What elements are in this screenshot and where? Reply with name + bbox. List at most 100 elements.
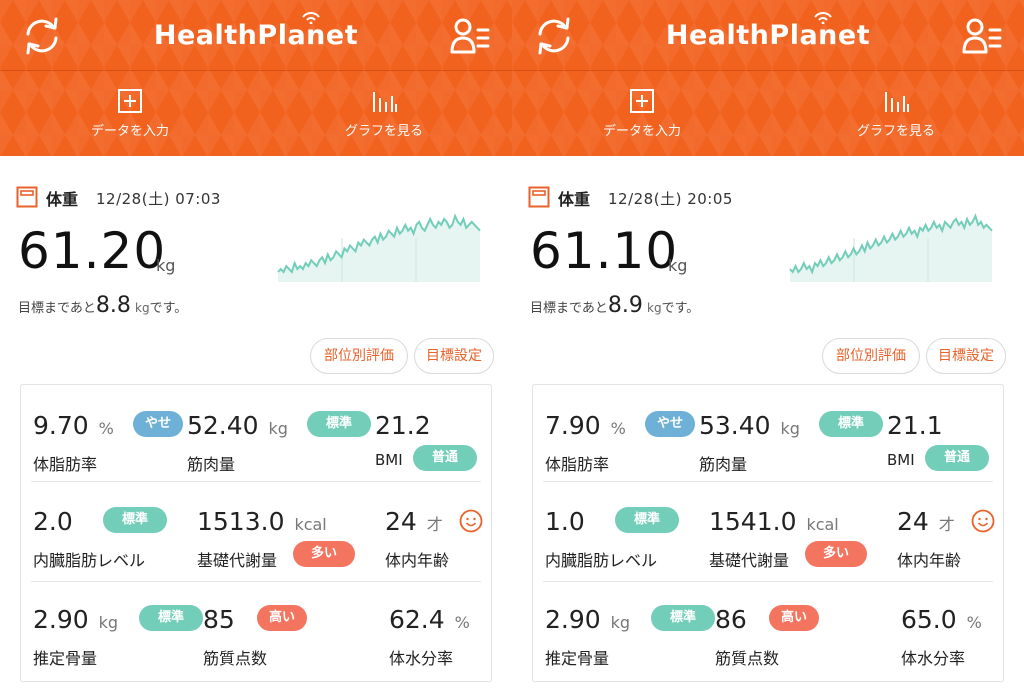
muscle-mass-unit: kg bbox=[268, 419, 288, 438]
body-part-eval-button[interactable]: 部位別評価 bbox=[822, 338, 920, 374]
row-divider bbox=[31, 481, 481, 482]
body-fat-badge: やせ bbox=[133, 411, 183, 437]
goal-unit: kg bbox=[647, 301, 662, 315]
muscle-quality-label: 筋質点数 bbox=[203, 649, 268, 668]
muscle-quality-cell[interactable]: 86 筋質点数 高い bbox=[715, 605, 875, 685]
bmi-cell[interactable]: 21.2 BMI 普通 bbox=[375, 411, 485, 491]
refresh-icon[interactable] bbox=[20, 14, 64, 58]
app-title: HealthPlanet bbox=[665, 20, 871, 51]
body-age-value: 24 才 bbox=[897, 507, 955, 536]
scale-icon bbox=[528, 186, 550, 208]
bmr-label: 基礎代謝量 bbox=[709, 551, 790, 570]
trend-area bbox=[278, 216, 480, 282]
body-water-number: 65.0 bbox=[901, 605, 957, 634]
user-menu-icon[interactable] bbox=[448, 14, 492, 58]
body-water-number: 62.4 bbox=[389, 605, 445, 634]
bmi-label: BMI bbox=[375, 451, 403, 469]
muscle-quality-value: 86 bbox=[715, 605, 747, 634]
view-graph-button[interactable]: グラフを見る bbox=[304, 86, 464, 146]
bmi-badge: 普通 bbox=[413, 445, 477, 471]
muscle-mass-label: 筋肉量 bbox=[187, 455, 236, 474]
wifi-logo-icon bbox=[814, 12, 832, 24]
row-divider bbox=[543, 581, 993, 582]
muscle-mass-badge: 標準 bbox=[819, 411, 883, 437]
body-fat-unit: % bbox=[610, 419, 626, 438]
plus-box-icon bbox=[118, 89, 142, 113]
bmi-value: 21.2 bbox=[375, 411, 431, 440]
muscle-mass-number: 52.40 bbox=[187, 411, 259, 440]
weight-value: 61.20 bbox=[18, 222, 167, 280]
body-composition-card: 7.90 % 体脂肪率 やせ 53.40 kg 筋肉量 標準 21.1 BMI … bbox=[532, 384, 1004, 682]
goal-remaining-value: 8.9 bbox=[607, 293, 643, 318]
visceral-fat-value: 2.0 bbox=[33, 507, 73, 536]
bmr-number: 1513.0 bbox=[197, 507, 285, 536]
body-age-label: 体内年齢 bbox=[897, 551, 962, 570]
row-divider bbox=[543, 481, 993, 482]
body-composition-card: 9.70 % 体脂肪率 やせ 52.40 kg 筋肉量 標準 21.2 BMI … bbox=[20, 384, 492, 682]
weight-value: 61.10 bbox=[530, 222, 679, 280]
wifi-logo-icon bbox=[302, 12, 320, 24]
goal-suffix: です。 bbox=[149, 301, 188, 316]
bar-chart-icon bbox=[373, 92, 397, 112]
body-water-unit: % bbox=[966, 613, 982, 632]
trend-area bbox=[790, 216, 992, 282]
data-input-button[interactable]: データを入力 bbox=[562, 86, 722, 146]
user-menu-icon[interactable] bbox=[960, 14, 1004, 58]
measurement-date: 12/28(土) 07:03 bbox=[96, 190, 221, 208]
app-screen: HealthPlanet データを入力 bbox=[0, 0, 512, 682]
goal-unit: kg bbox=[135, 301, 150, 315]
header-divider bbox=[0, 70, 512, 71]
bone-mass-number: 2.90 bbox=[33, 605, 89, 634]
body-fat-badge: やせ bbox=[645, 411, 695, 437]
smiley-face-icon bbox=[459, 509, 483, 533]
row-divider bbox=[31, 581, 481, 582]
body-fat-label: 体脂肪率 bbox=[33, 455, 98, 474]
body-part-eval-button[interactable]: 部位別評価 bbox=[310, 338, 408, 374]
muscle-quality-label: 筋質点数 bbox=[715, 649, 780, 668]
body-water-cell[interactable]: 62.4 % 体水分率 bbox=[389, 605, 489, 685]
weight-trend-sparkline[interactable] bbox=[788, 210, 994, 282]
app-title: HealthPlanet bbox=[153, 20, 359, 51]
bone-mass-value: 2.90 kg bbox=[545, 605, 630, 634]
muscle-mass-cell[interactable]: 53.40 kg 筋肉量 標準 bbox=[699, 411, 883, 491]
trend-line bbox=[277, 213, 481, 274]
weight-trend-sparkline[interactable] bbox=[276, 210, 482, 282]
view-graph-button[interactable]: グラフを見る bbox=[816, 86, 976, 146]
muscle-mass-label: 筋肉量 bbox=[699, 455, 748, 474]
muscle-quality-badge: 高い bbox=[257, 605, 307, 631]
body-water-cell[interactable]: 65.0 % 体水分率 bbox=[901, 605, 1001, 685]
body-fat-cell[interactable]: 7.90 % 体脂肪率 やせ bbox=[545, 411, 705, 491]
body-age-cell[interactable]: 24 才 体内年齢 bbox=[385, 507, 485, 587]
body-age-number: 24 bbox=[385, 507, 417, 536]
visceral-fat-cell[interactable]: 1.0 内臓脂肪レベル 標準 bbox=[545, 507, 705, 587]
visceral-fat-badge: 標準 bbox=[103, 507, 167, 533]
body-age-label: 体内年齢 bbox=[385, 551, 450, 570]
goal-settings-button[interactable]: 目標設定 bbox=[414, 338, 494, 374]
measurement-date: 12/28(土) 20:05 bbox=[608, 190, 733, 208]
bmr-cell[interactable]: 1513.0 kcal 基礎代謝量 多い bbox=[197, 507, 377, 587]
body-fat-number: 7.90 bbox=[545, 411, 601, 440]
data-input-button[interactable]: データを入力 bbox=[50, 86, 210, 146]
body-age-cell[interactable]: 24 才 体内年齢 bbox=[897, 507, 997, 587]
bone-mass-cell[interactable]: 2.90 kg 推定骨量 標準 bbox=[33, 605, 203, 685]
bmi-value: 21.1 bbox=[887, 411, 943, 440]
bone-mass-unit: kg bbox=[610, 613, 631, 632]
body-water-value: 65.0 % bbox=[901, 605, 982, 634]
bmr-cell[interactable]: 1541.0 kcal 基礎代謝量 多い bbox=[709, 507, 889, 587]
muscle-mass-cell[interactable]: 52.40 kg 筋肉量 標準 bbox=[187, 411, 371, 491]
muscle-mass-unit: kg bbox=[780, 419, 800, 438]
bone-mass-cell[interactable]: 2.90 kg 推定骨量 標準 bbox=[545, 605, 715, 685]
bmr-value: 1513.0 kcal bbox=[197, 507, 327, 536]
bone-mass-badge: 標準 bbox=[651, 605, 715, 631]
bmr-number: 1541.0 bbox=[709, 507, 797, 536]
bmi-cell[interactable]: 21.1 BMI 普通 bbox=[887, 411, 997, 491]
body-age-unit: 才 bbox=[938, 515, 955, 534]
goal-settings-button[interactable]: 目標設定 bbox=[926, 338, 1006, 374]
body-fat-cell[interactable]: 9.70 % 体脂肪率 やせ bbox=[33, 411, 193, 491]
refresh-icon[interactable] bbox=[532, 14, 576, 58]
view-graph-label: グラフを見る bbox=[856, 124, 935, 139]
visceral-fat-cell[interactable]: 2.0 内臓脂肪レベル 標準 bbox=[33, 507, 193, 587]
muscle-quality-cell[interactable]: 85 筋質点数 高い bbox=[203, 605, 363, 685]
bmi-badge: 普通 bbox=[925, 445, 989, 471]
goal-prefix: 目標まであと bbox=[18, 301, 96, 316]
